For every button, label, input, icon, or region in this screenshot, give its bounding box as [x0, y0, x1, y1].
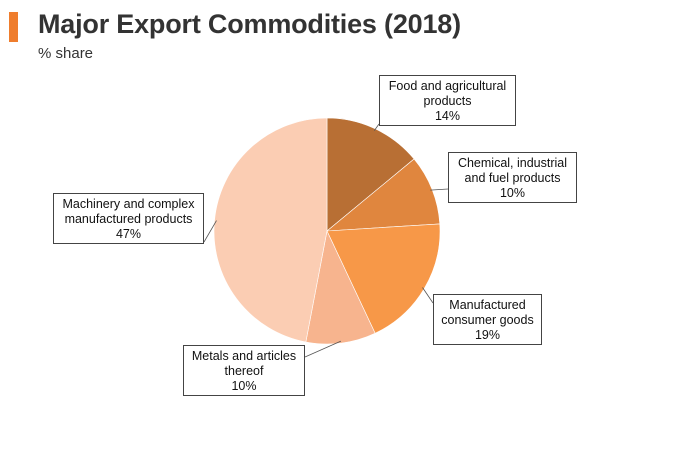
label-text-line: consumer goods	[441, 313, 534, 327]
label-text-line: Food and agricultural	[388, 79, 507, 93]
pie-slice-1	[326, 158, 441, 232]
label-text-line: and fuel products	[464, 171, 561, 185]
leader-line-2	[422, 287, 434, 304]
leader-line-3	[304, 340, 342, 358]
leader-line-0	[373, 123, 380, 131]
label-text-line: Chemical, industrial	[457, 156, 568, 170]
label-manufactured-consumer: Manufactured consumer goods 19%	[433, 294, 542, 345]
label-metals-articles: Metals and articles thereof 10%	[183, 345, 305, 396]
label-value: 10%	[231, 379, 257, 393]
label-text-line: products	[423, 94, 472, 108]
pie-slice-0	[326, 117, 415, 232]
pie-slice-2	[326, 223, 441, 334]
label-text-line: Machinery and complex	[62, 197, 195, 211]
label-value: 10%	[499, 186, 526, 200]
label-value: 19%	[474, 328, 501, 342]
label-text-line: Manufactured	[449, 298, 526, 312]
label-food-agricultural: Food and agricultural products 14%	[379, 75, 516, 126]
chart-title: Major Export Commodities (2018)	[38, 9, 461, 39]
label-value: 47%	[115, 227, 142, 241]
chart-subtitle: % share	[38, 45, 94, 62]
label-chemical-industrial: Chemical, industrial and fuel products 1…	[448, 152, 577, 203]
title-accent-bar	[9, 12, 18, 42]
leader-line-1	[430, 188, 449, 191]
label-value: 14%	[434, 109, 461, 123]
pie-slice-4	[213, 117, 328, 343]
label-text-line: manufactured products	[64, 212, 193, 226]
label-text-line: Metals and articles	[191, 349, 297, 363]
label-machinery-complex: Machinery and complex manufactured produ…	[53, 193, 204, 244]
pie-slice-3	[305, 230, 376, 345]
leader-line-4	[203, 220, 217, 243]
label-text-line: thereof	[224, 364, 264, 378]
